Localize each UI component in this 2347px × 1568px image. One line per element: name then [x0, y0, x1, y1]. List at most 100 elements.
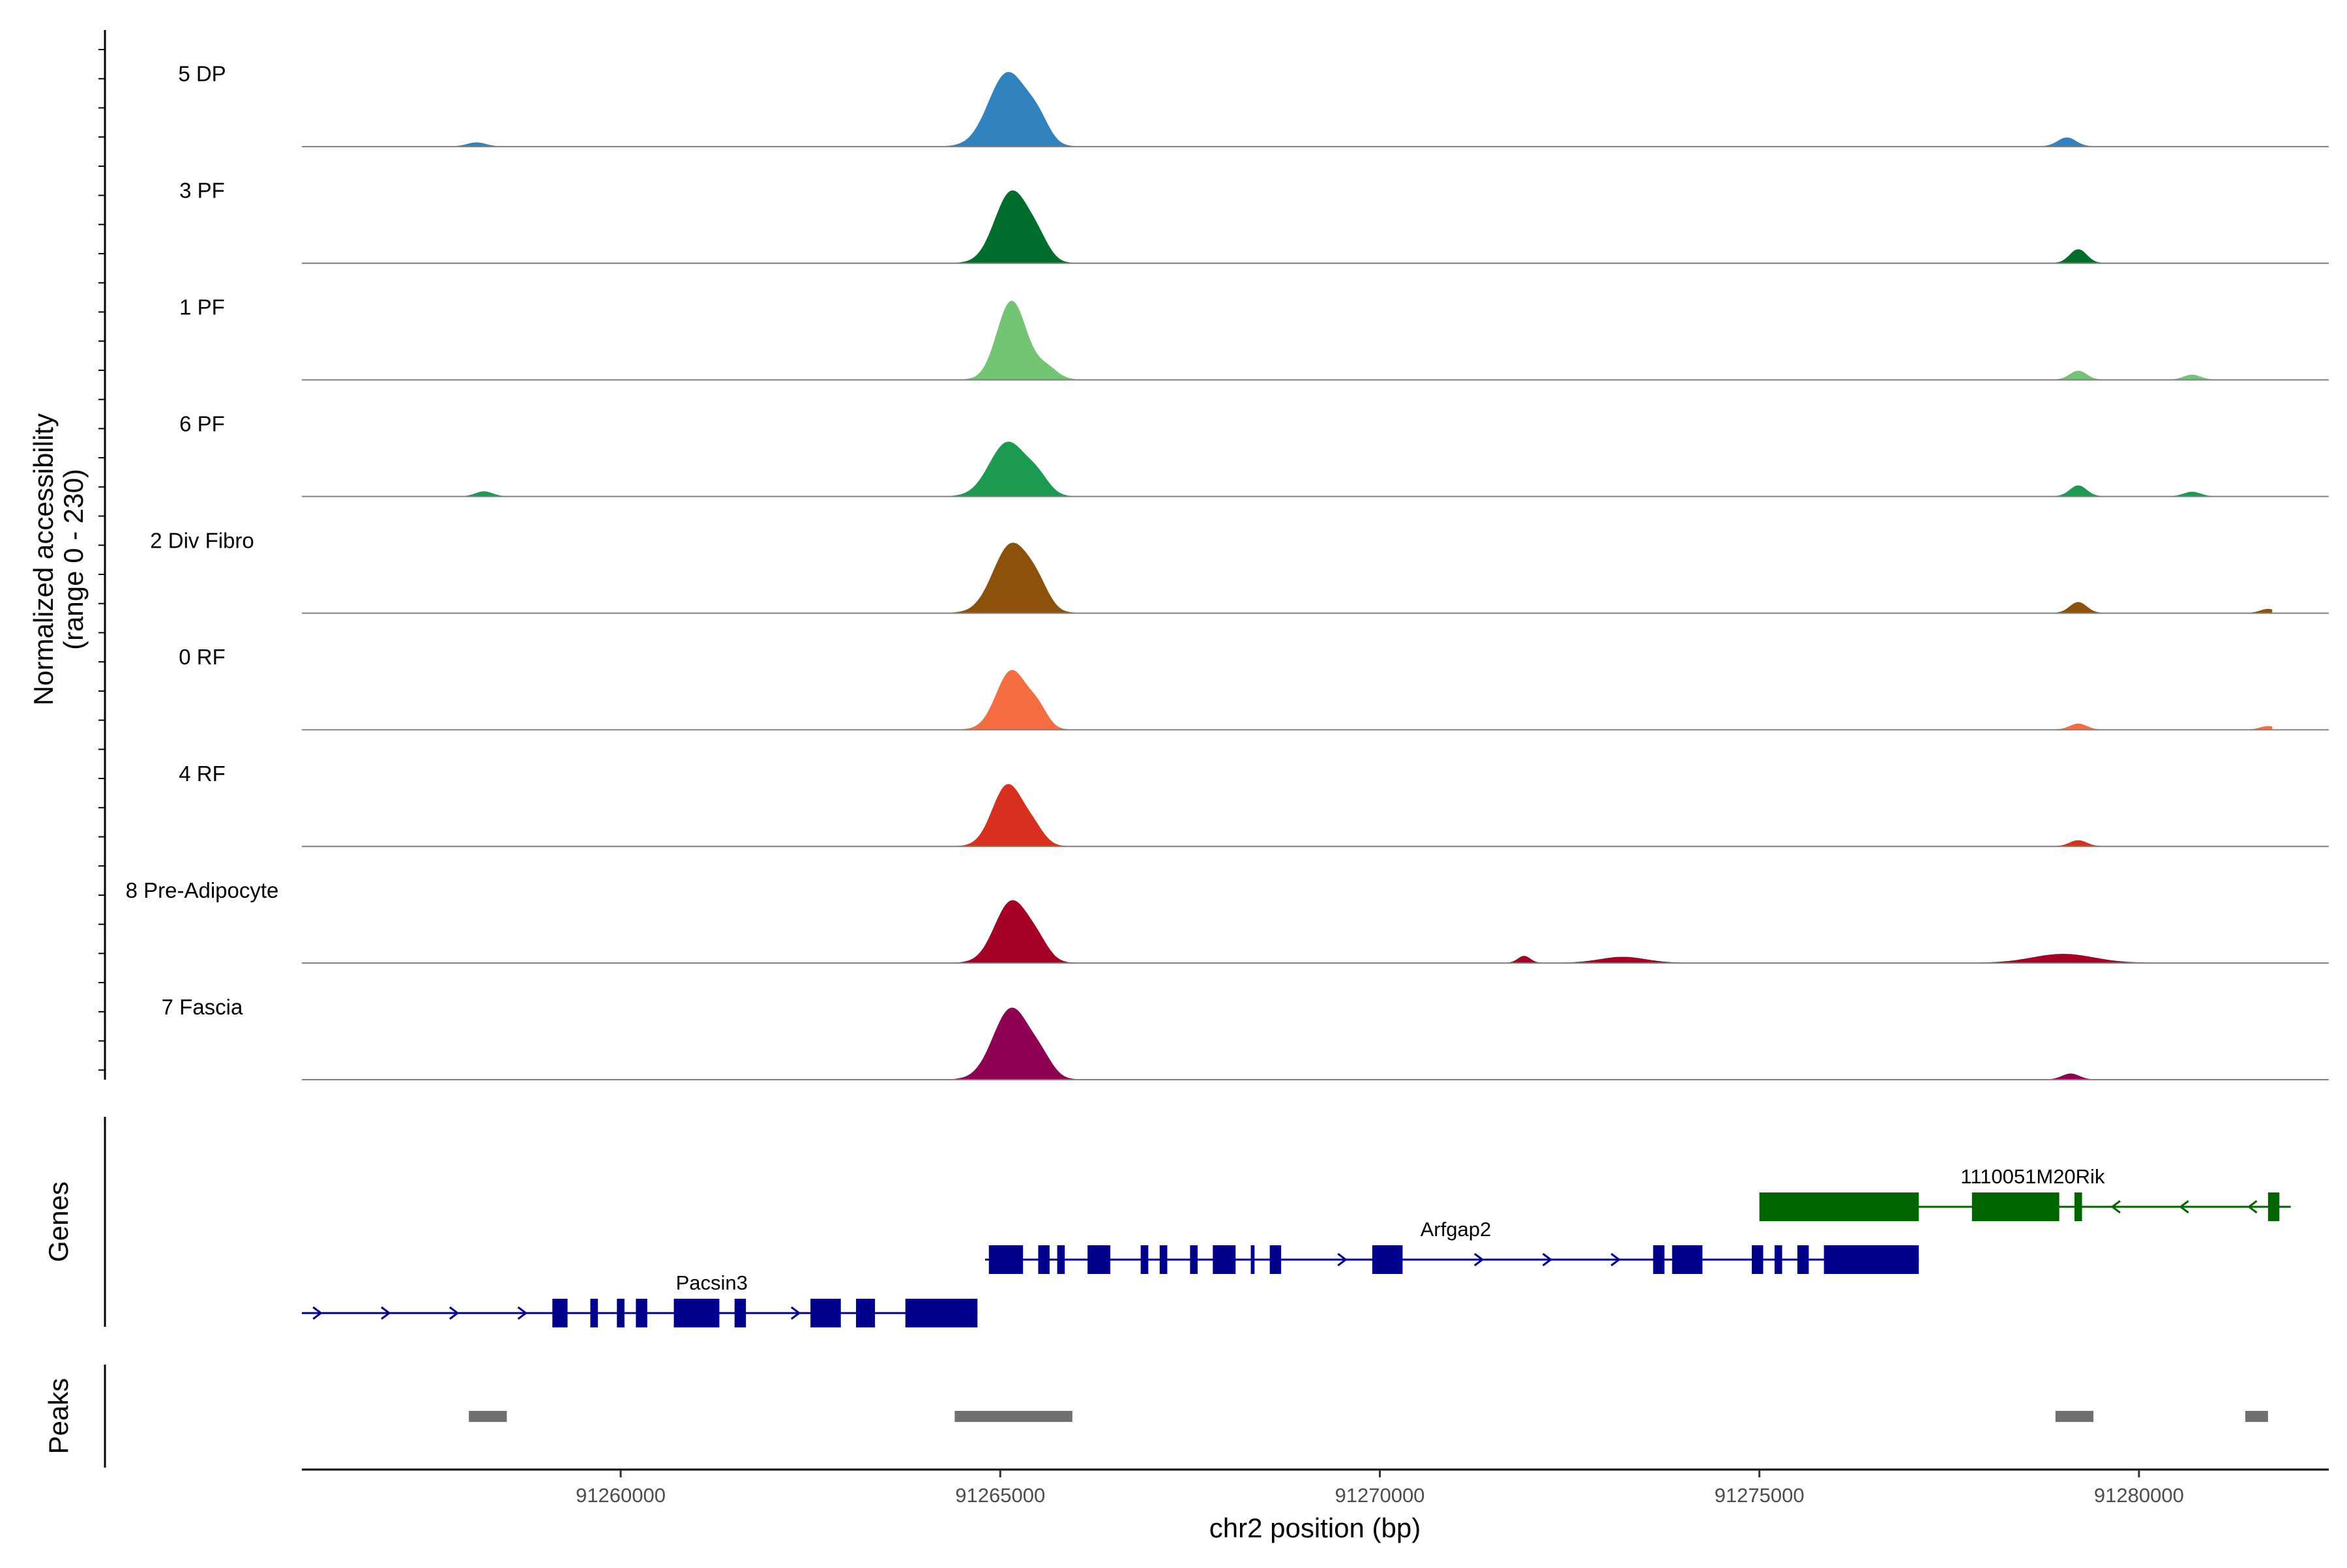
track-label: 8 Pre-Adipocyte — [126, 878, 279, 902]
strand-arrow — [1337, 1252, 1348, 1267]
coverage-area — [362, 670, 2273, 730]
x-tick-label: 91265000 — [955, 1484, 1045, 1507]
gene-exon — [1774, 1245, 1782, 1274]
coverage-area — [362, 72, 2272, 147]
coverage-track: 8 Pre-Adipocyte — [126, 878, 2329, 964]
peak-region — [469, 1411, 507, 1422]
track-label: 2 Div Fibro — [150, 528, 254, 552]
peak-region — [954, 1411, 1072, 1422]
coverage-track: 2 Div Fibro — [150, 528, 2329, 614]
gene-exon — [1672, 1245, 1703, 1274]
x-axis-ticks: 91260000 91265000 91270000 91275000 91280000 — [576, 1470, 2184, 1507]
gene-exon — [673, 1299, 720, 1327]
x-axis-title: chr2 position (bp) — [1209, 1513, 1421, 1543]
coverage-axis-ticks — [98, 49, 105, 1071]
genes-track: Genes Pacsin3 Arfgap2 1110051M20Rik — [43, 1117, 2291, 1327]
gene-exon — [552, 1299, 568, 1327]
gene-exon — [1250, 1245, 1255, 1274]
gene-exon — [1752, 1245, 1764, 1274]
coverage-y-axis: Normalized accessibility (range 0 - 230) — [28, 30, 106, 1080]
track-label: 3 PF — [179, 179, 225, 203]
strand-arrow — [1473, 1252, 1484, 1267]
gene-exon — [1140, 1245, 1149, 1274]
x-tick-label: 91260000 — [576, 1484, 666, 1507]
gene-exon — [1213, 1245, 1236, 1274]
gene-exon — [856, 1299, 876, 1327]
track-label: 6 PF — [179, 411, 225, 436]
gene-exon — [1823, 1245, 1919, 1274]
peak-bars — [469, 1411, 2268, 1422]
coverage-area — [362, 190, 2272, 264]
genes-track-title: Genes — [43, 1181, 74, 1262]
coverage-area — [362, 900, 2272, 964]
strand-arrow — [1542, 1252, 1553, 1267]
x-axis: 91260000 91265000 91270000 91275000 91280000… — [302, 1468, 2329, 1543]
peaks-track: Peaks — [43, 1365, 2268, 1468]
peak-region — [2055, 1411, 2094, 1422]
strand-arrow — [312, 1306, 323, 1320]
strand-arrow — [1610, 1252, 1621, 1267]
gene-label: 1110051M20Rik — [1960, 1165, 2105, 1188]
gene-exon — [905, 1299, 978, 1327]
gene-exon — [2267, 1192, 2280, 1221]
gene-model: Arfgap2 — [984, 1218, 1919, 1274]
coverage-area — [362, 784, 2272, 847]
gene-exon — [1269, 1245, 1282, 1274]
gene-exon — [1038, 1245, 1050, 1274]
gene-exon — [617, 1299, 625, 1327]
gene-exon — [810, 1299, 841, 1327]
coverage-area — [362, 301, 2272, 381]
gene-exon — [734, 1299, 746, 1327]
gene-exon — [1159, 1245, 1168, 1274]
gene-exon — [636, 1299, 647, 1327]
peak-region — [2245, 1411, 2268, 1422]
gene-label: Pacsin3 — [676, 1271, 748, 1294]
gene-exon — [590, 1299, 598, 1327]
x-tick-label: 91275000 — [1715, 1484, 1805, 1507]
gene-exon — [1971, 1192, 2059, 1221]
strand-arrow — [517, 1306, 528, 1320]
track-label: 5 DP — [178, 62, 226, 86]
coverage-track: 0 RF — [179, 645, 2329, 731]
strand-arrow — [381, 1306, 391, 1320]
gene-exon — [1759, 1192, 1919, 1221]
strand-arrow — [2179, 1200, 2189, 1214]
coverage-track: 7 Fascia — [162, 995, 2329, 1080]
coverage-y-title-line2: (range 0 - 230) — [58, 469, 89, 650]
gene-exon — [1653, 1245, 1665, 1274]
gene-exon — [1797, 1245, 1809, 1274]
coverage-tracks: 5 DP 3 PF 1 PF 6 PF 2 Div Fibro 0 RF 4 RF 8 Pre… — [126, 62, 2329, 1080]
gene-exon — [1372, 1245, 1403, 1274]
track-label: 7 Fascia — [162, 995, 243, 1019]
coverage-track: 6 PF — [179, 411, 2329, 497]
coverage-area — [362, 441, 2272, 497]
coverage-track: 3 PF — [179, 179, 2329, 264]
track-label: 0 RF — [179, 645, 226, 669]
strand-arrow — [449, 1306, 460, 1320]
coverage-area — [362, 542, 2273, 614]
strand-arrow — [2110, 1200, 2121, 1214]
x-tick-label: 91280000 — [2094, 1484, 2184, 1507]
gene-models: Pacsin3 Arfgap2 1110051M20Rik — [302, 1165, 2291, 1327]
gene-exon — [988, 1245, 1024, 1274]
x-tick-label: 91270000 — [1335, 1484, 1425, 1507]
peaks-track-title: Peaks — [43, 1378, 74, 1455]
coverage-area — [362, 1007, 2272, 1080]
coverage-track: 1 PF — [179, 295, 2329, 381]
coverage-y-title-line1: Normalized accessibility — [28, 413, 59, 705]
gene-exon — [2074, 1192, 2082, 1221]
track-label: 4 RF — [179, 762, 226, 786]
gene-exon — [1190, 1245, 1198, 1274]
strand-arrow — [2247, 1200, 2258, 1214]
coverage-track: 5 DP — [178, 62, 2329, 147]
gene-exon — [1087, 1245, 1111, 1274]
gene-label: Arfgap2 — [1421, 1218, 1492, 1241]
coverage-track: 4 RF — [179, 762, 2329, 848]
gene-exon — [1057, 1245, 1065, 1274]
track-label: 1 PF — [179, 295, 225, 319]
gene-model: Pacsin3 — [302, 1271, 978, 1327]
strand-arrow — [790, 1306, 801, 1320]
gene-model: 1110051M20Rik — [1759, 1165, 2291, 1221]
